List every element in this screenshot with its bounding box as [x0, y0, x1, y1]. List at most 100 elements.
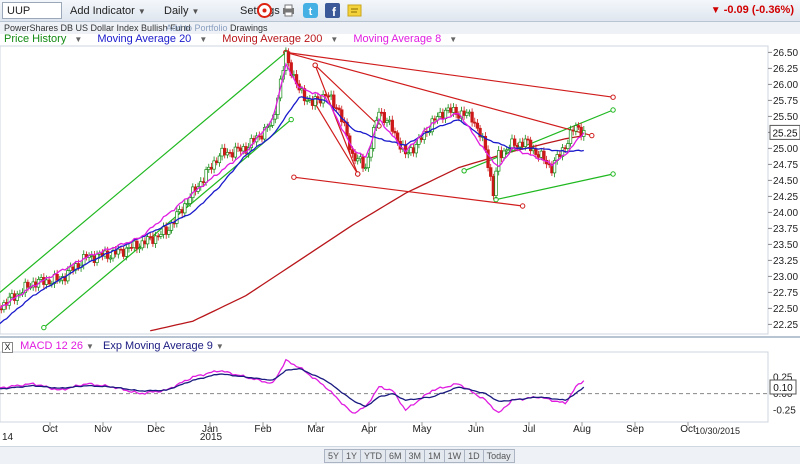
chevron-down-icon: ▼: [449, 35, 458, 44]
candle-body: [310, 98, 315, 106]
year-label: 14: [2, 432, 14, 443]
x-tick-label: Oct: [42, 424, 58, 435]
range-button-ytd[interactable]: YTD: [360, 449, 387, 463]
trendline-handle[interactable]: [461, 168, 467, 174]
candle-body: [137, 247, 142, 250]
candle-body: [161, 226, 166, 235]
candle-body: [536, 154, 541, 158]
range-button-3m[interactable]: 3M: [404, 449, 426, 463]
candle-body: [406, 152, 410, 155]
candle-body: [462, 110, 466, 116]
add-to-portfolio-link[interactable]: Add to Portfolio: [166, 23, 228, 33]
trendline-handle[interactable]: [312, 62, 318, 68]
candle-body: [169, 222, 174, 231]
legend-macd[interactable]: MACD 12 26 ▼: [20, 340, 94, 352]
candle-body: [153, 235, 158, 244]
trendline-handle[interactable]: [519, 203, 526, 209]
legend-ma8[interactable]: Moving Average 8 ▼: [353, 33, 463, 45]
twitter-icon[interactable]: t: [302, 2, 319, 19]
candle-body: [262, 127, 267, 140]
trendline-handle[interactable]: [610, 171, 616, 177]
candle-body: [446, 107, 450, 111]
candle-body: [502, 150, 506, 159]
candle-body: [470, 111, 474, 123]
candle-body: [560, 147, 565, 157]
candle-body: [571, 129, 575, 132]
range-button-1m[interactable]: 1M: [424, 449, 445, 463]
candle-body: [566, 143, 570, 149]
candle-body: [121, 248, 126, 257]
legend-price-history[interactable]: Price History ▼: [4, 33, 88, 45]
range-button-group: 5Y 1Y YTD 6M 3M 1M 1W 1D Today: [324, 449, 515, 463]
range-button-1d[interactable]: 1D: [464, 449, 484, 463]
legend-ma200-label: Moving Average 200: [222, 33, 323, 45]
legend-ma20[interactable]: Moving Average 20 ▼: [97, 33, 213, 45]
price-tick-label: 25.75: [773, 96, 798, 107]
candle-body: [156, 235, 160, 238]
drawings-link[interactable]: Drawings: [230, 23, 268, 33]
candle-body: [302, 88, 307, 102]
candle-body: [390, 119, 394, 132]
trendline: [0, 51, 287, 294]
add-indicator-button[interactable]: Add Indicator ▼: [66, 3, 150, 19]
price-tick-label: 23.00: [773, 272, 798, 283]
range-button-today[interactable]: Today: [482, 449, 515, 463]
candle-body: [207, 166, 211, 170]
candle-body: [233, 146, 238, 158]
trendline: [314, 103, 359, 175]
candle-body: [449, 107, 453, 113]
price-tick-label: 25.00: [773, 144, 798, 155]
trendline-handle[interactable]: [610, 107, 616, 113]
candle-body: [465, 112, 469, 116]
candle-body: [574, 125, 578, 132]
candle-body: [292, 74, 296, 76]
trendline-handle[interactable]: [288, 116, 294, 123]
period-dropdown[interactable]: Daily ▼: [160, 3, 203, 19]
trendline-handle[interactable]: [610, 94, 616, 100]
trendline: [43, 119, 292, 329]
candle-body: [542, 150, 546, 161]
legend-macd-signal[interactable]: Exp Moving Average 9 ▼: [103, 340, 224, 352]
candle-body: [167, 229, 171, 235]
candle-body: [387, 119, 392, 122]
trendline: [285, 51, 614, 98]
candle-body: [438, 111, 442, 117]
trendline-handle[interactable]: [355, 171, 361, 177]
x-tick-label: Sep: [626, 424, 644, 435]
candle-body: [491, 176, 496, 197]
print-icon[interactable]: [280, 2, 297, 19]
candle-body: [164, 226, 168, 235]
trendline: [495, 173, 614, 201]
candle-body: [483, 135, 488, 151]
x-tick-label: Jul: [523, 424, 536, 435]
note-icon[interactable]: [346, 2, 363, 19]
candle-body: [558, 154, 562, 157]
legend-ma200[interactable]: Moving Average 200 ▼: [222, 33, 344, 45]
close-icon[interactable]: X: [2, 342, 13, 353]
facebook-icon[interactable]: f: [324, 2, 341, 19]
candle-body: [305, 100, 309, 102]
candle-body: [172, 222, 176, 225]
candle-body: [329, 94, 333, 97]
range-button-1y[interactable]: 1Y: [342, 449, 362, 463]
candle-body: [419, 137, 424, 140]
range-button-6m[interactable]: 6M: [385, 449, 406, 463]
symbol-input[interactable]: UUP: [2, 2, 62, 19]
candle-body: [90, 255, 94, 257]
trendline: [314, 64, 359, 175]
trendline-handle[interactable]: [291, 174, 297, 180]
candle-body: [563, 147, 567, 150]
range-button-1w[interactable]: 1W: [443, 449, 466, 463]
price-tick-label: 23.50: [773, 240, 798, 251]
candle-body: [451, 107, 456, 113]
x-tick-label: May: [413, 424, 432, 435]
candle-body: [520, 141, 525, 147]
reset-icon[interactable]: [256, 2, 273, 19]
candle-body: [489, 167, 493, 177]
range-button-5y[interactable]: 5Y: [324, 449, 344, 463]
trendline-handle[interactable]: [589, 132, 595, 139]
candle-body: [129, 247, 134, 249]
trendline-handle[interactable]: [41, 324, 47, 331]
legend-macd-signal-label: Exp Moving Average 9: [103, 340, 213, 352]
x-tick-label: Jan: [202, 424, 218, 435]
